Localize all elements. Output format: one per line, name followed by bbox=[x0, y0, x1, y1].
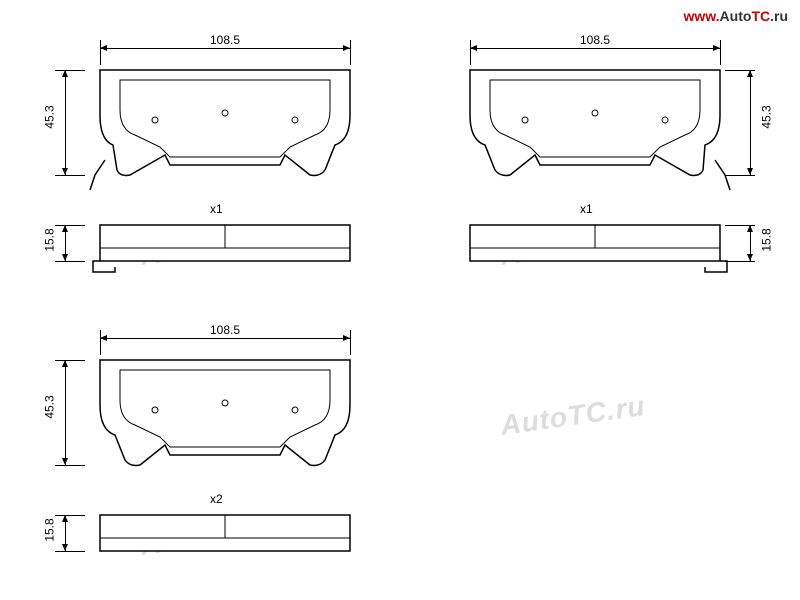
watermark: AutoTC.ru bbox=[498, 390, 647, 442]
pad-face-svg bbox=[85, 65, 365, 185]
ext-line bbox=[100, 330, 101, 355]
ext-line bbox=[100, 40, 101, 65]
url-tld: .ru bbox=[770, 8, 788, 24]
url-brand: Auto bbox=[720, 8, 752, 24]
thick-arrow bbox=[65, 225, 66, 261]
site-url: www.AutoTC.ru bbox=[684, 8, 789, 24]
ext-line bbox=[55, 551, 85, 552]
url-www: www. bbox=[684, 8, 720, 24]
pad-face-svg bbox=[85, 355, 365, 475]
thick-label: 15.8 bbox=[43, 518, 57, 541]
ext-line bbox=[55, 70, 85, 71]
ext-line bbox=[55, 225, 85, 226]
ext-line bbox=[350, 40, 351, 65]
quantity-label: x2 bbox=[210, 492, 223, 506]
thick-label: 15.8 bbox=[43, 228, 57, 251]
quantity-label: x1 bbox=[210, 202, 223, 216]
width-label: 108.5 bbox=[210, 323, 240, 337]
ext-line bbox=[55, 175, 85, 176]
pad-edge-svg bbox=[85, 510, 385, 560]
height-label: 45.3 bbox=[760, 105, 774, 128]
ext-line bbox=[55, 360, 85, 361]
thick-label: 15.8 bbox=[760, 228, 774, 251]
pad-edge-svg bbox=[455, 220, 755, 280]
height-arrow bbox=[65, 360, 66, 465]
width-label: 108.5 bbox=[580, 33, 610, 47]
pad-face-svg bbox=[455, 65, 735, 185]
pad-edge-svg bbox=[85, 220, 385, 280]
height-arrow bbox=[750, 70, 751, 175]
width-arrow bbox=[470, 48, 720, 49]
ext-line bbox=[720, 40, 721, 65]
url-suffix: TC bbox=[751, 8, 770, 24]
thick-arrow bbox=[65, 515, 66, 551]
height-label: 45.3 bbox=[43, 105, 57, 128]
quantity-label: x1 bbox=[580, 202, 593, 216]
ext-line bbox=[55, 515, 85, 516]
ext-line bbox=[350, 330, 351, 355]
ext-line bbox=[55, 261, 85, 262]
ext-line bbox=[470, 40, 471, 65]
height-arrow bbox=[65, 70, 66, 175]
width-label: 108.5 bbox=[210, 33, 240, 47]
height-label: 45.3 bbox=[43, 395, 57, 418]
ext-line bbox=[55, 465, 85, 466]
width-arrow bbox=[100, 48, 350, 49]
width-arrow bbox=[100, 338, 350, 339]
